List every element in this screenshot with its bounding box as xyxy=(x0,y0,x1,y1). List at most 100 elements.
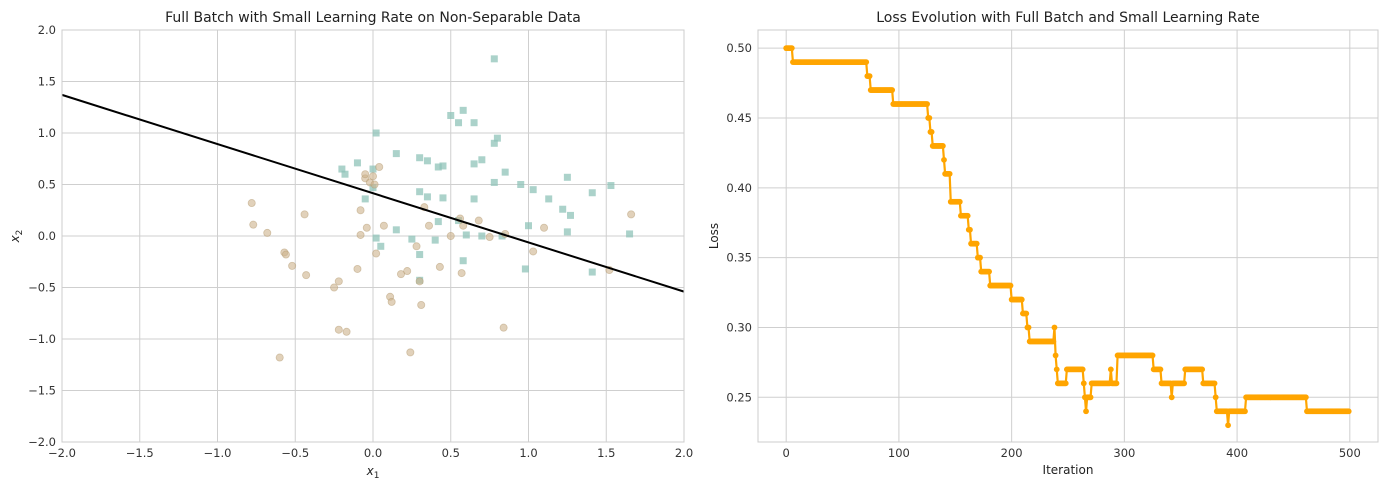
loss-point xyxy=(1113,380,1120,387)
scatter-xtick-label: 2.0 xyxy=(675,446,693,460)
scatter-point-class-b xyxy=(403,267,412,276)
scatter-point-class-b xyxy=(334,277,343,286)
scatter-point-class-a xyxy=(434,163,442,171)
scatter-point-class-b xyxy=(446,231,455,240)
loss-point xyxy=(967,226,973,233)
loss-point xyxy=(924,101,930,107)
scatter-point-class-b xyxy=(334,325,343,334)
scatter-point-class-a xyxy=(478,156,486,164)
scatter-point-class-a xyxy=(588,268,596,276)
scatter-point-class-a xyxy=(521,265,529,273)
loss-point xyxy=(1025,324,1032,331)
loss-point xyxy=(1211,380,1218,387)
scatter-xlabel-sub: 1 xyxy=(374,471,380,481)
scatter-point-class-a xyxy=(447,111,455,119)
loss-point xyxy=(1080,380,1087,387)
scatter-ylabel-main: x xyxy=(8,234,22,243)
scatter-point-class-b xyxy=(302,271,311,280)
scatter-point-class-a xyxy=(563,228,571,236)
scatter-point-class-b xyxy=(249,220,258,229)
scatter-point-class-b xyxy=(281,250,290,259)
loss-point xyxy=(964,212,971,219)
scatter-point-class-a xyxy=(408,235,416,243)
scatter-point-class-a xyxy=(455,119,463,127)
loss-point xyxy=(928,129,935,135)
scatter-point-class-a xyxy=(416,251,424,259)
loss-point xyxy=(1212,394,1219,401)
loss-ytick-label: 0.30 xyxy=(726,320,752,334)
scatter-panel: Full Batch with Small Learning Rate on N… xyxy=(8,10,693,481)
scatter-point-class-b xyxy=(415,277,424,286)
scatter-point-class-b xyxy=(288,261,297,270)
loss-point xyxy=(1053,366,1060,373)
loss-ytick-label: 0.45 xyxy=(726,111,752,125)
scatter-ytick-label: −2.0 xyxy=(28,435,56,449)
scatter-point-class-a xyxy=(517,181,525,188)
scatter-point-class-a xyxy=(353,159,361,167)
scatter-ytick-label: 1.0 xyxy=(38,126,56,140)
loss-point xyxy=(1345,408,1352,415)
scatter-xtick-label: 1.0 xyxy=(519,446,537,460)
loss-point xyxy=(977,254,983,261)
scatter-xtick-label: 0.5 xyxy=(442,446,460,460)
loss-point xyxy=(1242,408,1248,415)
loss-point xyxy=(1168,394,1175,401)
loss-point xyxy=(1051,324,1058,331)
scatter-point-class-b xyxy=(275,353,284,362)
scatter-point-class-b xyxy=(353,264,362,273)
scatter-point-class-a xyxy=(459,257,467,265)
scatter-point-class-b xyxy=(424,221,433,230)
scatter-point-class-b xyxy=(330,283,339,292)
scatter-point-class-b xyxy=(361,170,370,179)
scatter-point-class-b xyxy=(529,247,538,256)
loss-point xyxy=(863,59,870,66)
loss-point xyxy=(1062,380,1069,387)
scatter-point-class-b xyxy=(499,323,508,332)
loss-grid xyxy=(758,30,1378,442)
scatter-point-class-a xyxy=(372,129,380,137)
loss-point xyxy=(1225,422,1231,429)
loss-point xyxy=(1018,296,1025,303)
scatter-point-class-b xyxy=(362,223,371,232)
scatter-ytick-label: −1.0 xyxy=(28,332,56,346)
loss-point xyxy=(1199,366,1206,373)
scatter-point-class-a xyxy=(470,119,478,127)
scatter-xtick-label: −2.0 xyxy=(48,446,76,460)
scatter-point-class-a xyxy=(490,178,498,186)
scatter-point-class-a xyxy=(416,188,424,196)
scatter-points xyxy=(247,55,636,362)
loss-point xyxy=(1023,310,1030,317)
scatter-point-class-b xyxy=(379,221,388,230)
loss-point xyxy=(1083,408,1089,415)
loss-xtick-label: 300 xyxy=(1113,446,1135,460)
scatter-point-class-b xyxy=(406,348,415,357)
scatter-xtick-label: −1.0 xyxy=(204,446,232,460)
scatter-point-class-b xyxy=(540,223,549,232)
scatter-point-class-b xyxy=(300,210,309,219)
scatter-point-class-a xyxy=(525,222,532,230)
scatter-point-class-b xyxy=(457,269,466,278)
scatter-point-class-a xyxy=(459,106,467,114)
loss-xtick-label: 500 xyxy=(1339,446,1361,460)
scatter-ytick-label: 0.0 xyxy=(38,229,56,243)
scatter-point-class-a xyxy=(434,218,442,226)
scatter-point-class-a xyxy=(439,162,447,170)
scatter-ytick-label: 0.5 xyxy=(38,178,56,192)
loss-title: Loss Evolution with Full Batch and Small… xyxy=(876,10,1260,26)
loss-point xyxy=(1050,338,1057,345)
scatter-ylabel: x2 xyxy=(8,230,25,244)
scatter-point-class-a xyxy=(588,189,596,197)
scatter-title: Full Batch with Small Learning Rate on N… xyxy=(165,10,581,26)
scatter-point-class-b xyxy=(627,210,636,219)
scatter-point-class-b xyxy=(396,270,405,279)
scatter-point-class-a xyxy=(470,160,478,168)
scatter-point-class-a xyxy=(341,170,349,178)
scatter-point-class-b xyxy=(474,216,483,225)
scatter-point-class-a xyxy=(545,195,553,203)
loss-point xyxy=(986,268,992,275)
loss-point xyxy=(788,45,795,52)
loss-xtick-label: 0 xyxy=(783,446,790,460)
loss-ticks: 0 100 200 300 400 500 0.25 0.30 0.35 0.40 0.45 0.50 xyxy=(726,41,1360,460)
loss-point xyxy=(926,115,933,121)
